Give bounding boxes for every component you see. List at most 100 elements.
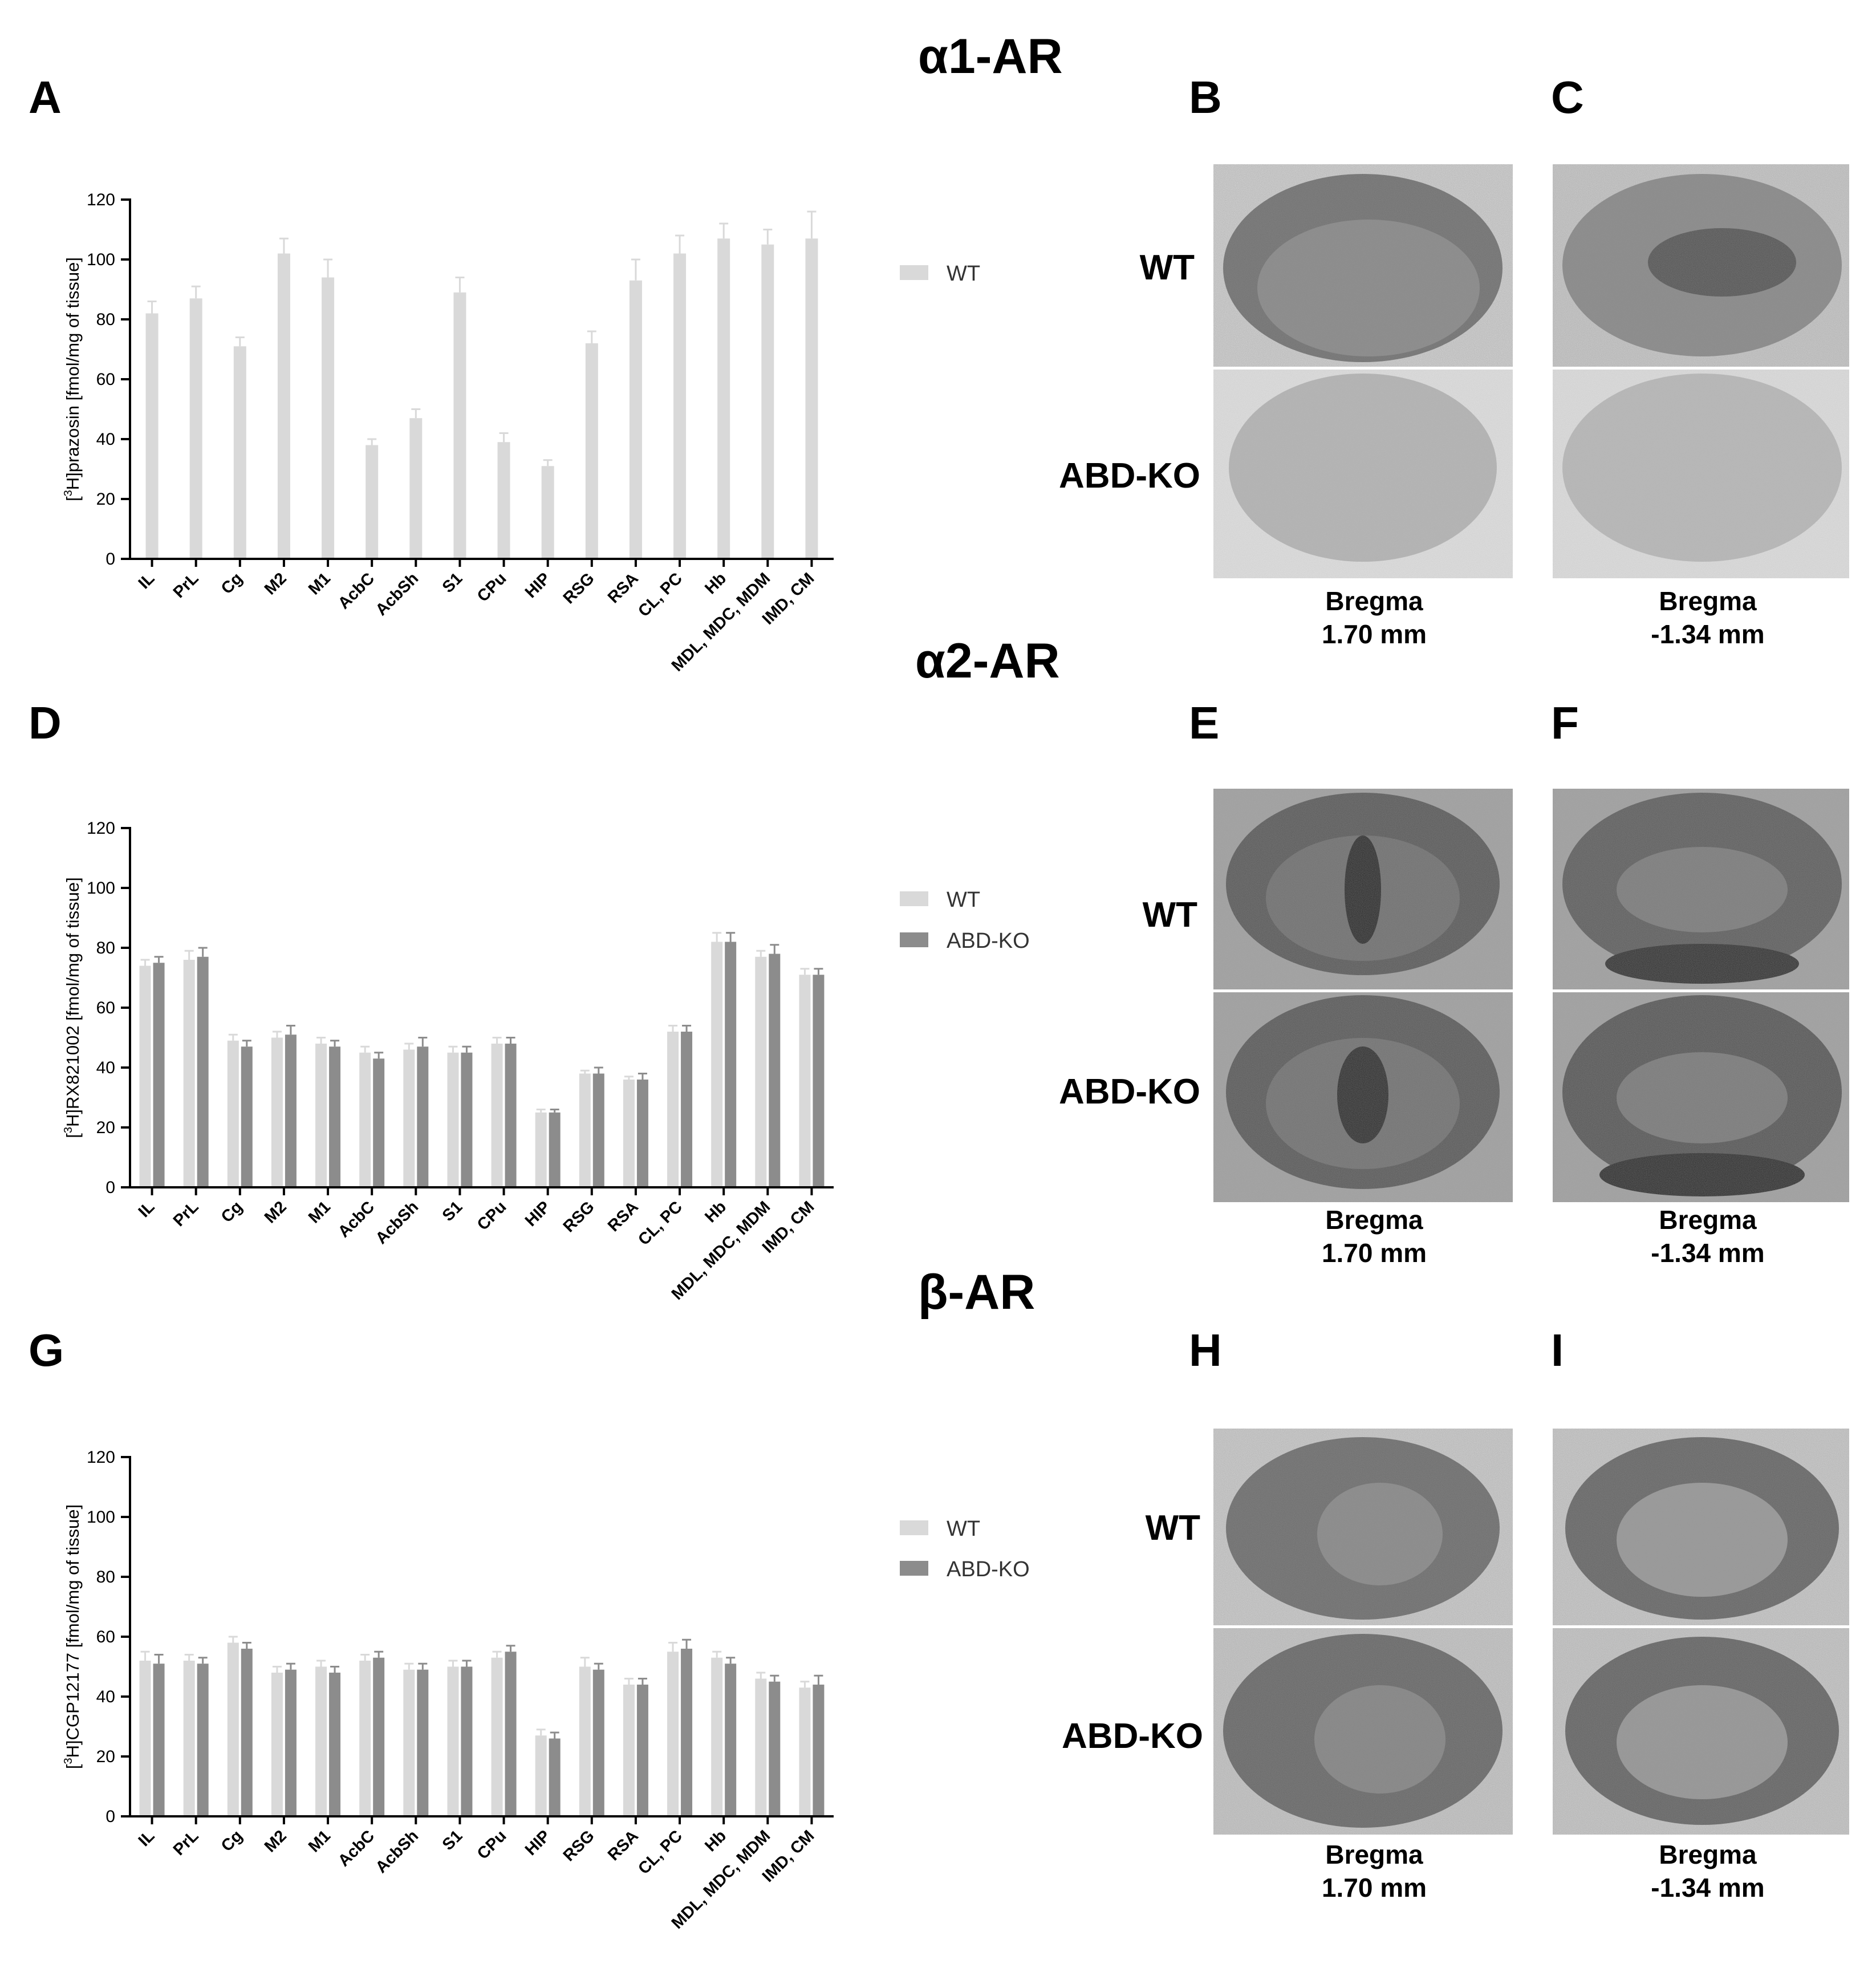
bar-wt xyxy=(359,1661,371,1816)
caption-line-2: -1.34 mm xyxy=(1651,1238,1764,1268)
caption-line-1: Bregma xyxy=(1659,1205,1757,1235)
bar-wt xyxy=(623,1080,635,1187)
bar-wt xyxy=(799,1687,811,1816)
y-tick-label: 60 xyxy=(96,370,115,389)
bar-wt xyxy=(623,1685,635,1816)
bar-wt xyxy=(629,280,642,559)
bar-ko xyxy=(417,1669,429,1816)
bar-wt xyxy=(805,238,818,559)
y-tick-label: 120 xyxy=(87,190,115,209)
brain-image-H-wt xyxy=(1213,1429,1513,1625)
bar-wt xyxy=(322,277,335,559)
y-tick-label: 60 xyxy=(96,999,115,1017)
bar-wt xyxy=(139,965,151,1187)
panel-letter-A: A xyxy=(29,72,62,123)
y-tick-label: 80 xyxy=(96,310,115,329)
brain-image-H-ko xyxy=(1213,1628,1513,1835)
x-tick-label: M2 xyxy=(261,1198,290,1227)
caption-B: Bregma 1.70 mm xyxy=(1322,586,1427,649)
bar-ko xyxy=(592,1073,604,1187)
y-axis-label-sup: 3 xyxy=(62,1127,75,1133)
x-tick-label: S1 xyxy=(439,1198,466,1225)
bar-wt xyxy=(579,1666,591,1816)
y-tick-label: 40 xyxy=(96,1058,115,1077)
y-tick-label: 100 xyxy=(87,1508,115,1527)
x-tick-label: PrL xyxy=(170,1827,202,1859)
x-tick-label: HIP xyxy=(522,1827,554,1859)
bar-ko xyxy=(505,1044,517,1187)
y-axis-label-sup: 3 xyxy=(62,490,75,496)
bar-ko xyxy=(329,1673,341,1816)
bar-ko xyxy=(505,1652,517,1816)
legend-swatch-wt xyxy=(900,891,928,906)
bar-wt xyxy=(139,1661,151,1816)
row-label-ko-beta: ABD-KO xyxy=(1062,1717,1203,1756)
caption-line-1: Bregma xyxy=(1325,1840,1423,1869)
caption-line-1: Bregma xyxy=(1325,1205,1423,1235)
y-axis-label-prefix: [ xyxy=(63,1133,83,1138)
brain-image-I-wt xyxy=(1553,1429,1849,1625)
panel-letter-G: G xyxy=(29,1325,64,1376)
bar-wt xyxy=(315,1666,327,1816)
x-tick-label: AcbSh xyxy=(372,1827,423,1877)
bar-ko xyxy=(461,1666,473,1816)
x-tick-label: HIP xyxy=(522,1198,554,1230)
y-tick-label: 60 xyxy=(96,1628,115,1646)
y-axis-label-text: H]CGP12177 [fmol/mg of tissue] xyxy=(63,1504,83,1758)
bar-wt xyxy=(585,343,598,559)
x-tick-label: PrL xyxy=(170,569,202,602)
bar-ko xyxy=(549,1738,561,1816)
bar-wt xyxy=(183,1661,195,1816)
bar-ko xyxy=(197,956,209,1187)
x-tick-label: RSA xyxy=(604,569,642,607)
brain-image-B-wt xyxy=(1213,164,1513,367)
caption-line-1: Bregma xyxy=(1659,586,1757,616)
bar-ko xyxy=(681,1649,693,1816)
brain-image-C-ko xyxy=(1553,370,1849,578)
x-tick-label: CL, PC xyxy=(635,569,686,620)
y-tick-label: 80 xyxy=(96,939,115,958)
y-tick-label: 40 xyxy=(96,1687,115,1706)
bar-ko xyxy=(636,1080,648,1187)
bar-wt xyxy=(535,1735,547,1816)
row-label-ko-alpha1: ABD-KO xyxy=(1059,456,1200,496)
caption-line-2: 1.70 mm xyxy=(1322,619,1427,649)
x-tick-label: IL xyxy=(135,1198,159,1221)
panel-letter-D: D xyxy=(29,697,62,748)
brain-image-F-wt xyxy=(1553,789,1849,989)
bar-ko xyxy=(813,1685,825,1816)
legend-chart-G: WT ABD-KO xyxy=(900,1517,1030,1581)
caption-E: Bregma 1.70 mm xyxy=(1322,1205,1427,1268)
bar-ko xyxy=(241,1046,253,1187)
y-tick-label: 20 xyxy=(96,490,115,509)
x-tick-label: CL, PC xyxy=(635,1827,686,1878)
legend-label-ko: ABD-KO xyxy=(947,929,1030,953)
bar-ko xyxy=(725,942,737,1187)
legend-label-wt: WT xyxy=(947,1517,980,1541)
x-tick-label: CPu xyxy=(474,1827,510,1863)
caption-line-2: -1.34 mm xyxy=(1651,619,1764,649)
x-tick-label: AcbSh xyxy=(372,1198,423,1248)
y-tick-label: 80 xyxy=(96,1568,115,1587)
bar-wt xyxy=(315,1044,327,1187)
x-tick-label: IL xyxy=(135,569,159,593)
x-tick-label: Cg xyxy=(218,1198,246,1226)
y-tick-label: 100 xyxy=(87,879,115,898)
bar-ko xyxy=(241,1649,253,1816)
legend-swatch-wt xyxy=(900,1520,928,1535)
legend-label-wt: WT xyxy=(947,888,980,912)
caption-C: Bregma -1.34 mm xyxy=(1651,586,1764,649)
panel-letter-B: B xyxy=(1189,72,1222,123)
y-tick-label: 100 xyxy=(87,250,115,269)
bar-ko xyxy=(373,1657,385,1816)
bar-wt xyxy=(359,1052,371,1187)
legend-swatch-ko xyxy=(900,1561,928,1576)
x-tick-label: CPu xyxy=(474,1198,510,1234)
bar-ko xyxy=(417,1046,429,1187)
y-tick-label: 20 xyxy=(96,1747,115,1766)
y-tick-label: 0 xyxy=(105,1807,115,1826)
legend-label-wt: WT xyxy=(947,262,980,286)
brain-image-C-wt xyxy=(1553,164,1849,367)
legend-chart-A: WT xyxy=(900,262,980,286)
